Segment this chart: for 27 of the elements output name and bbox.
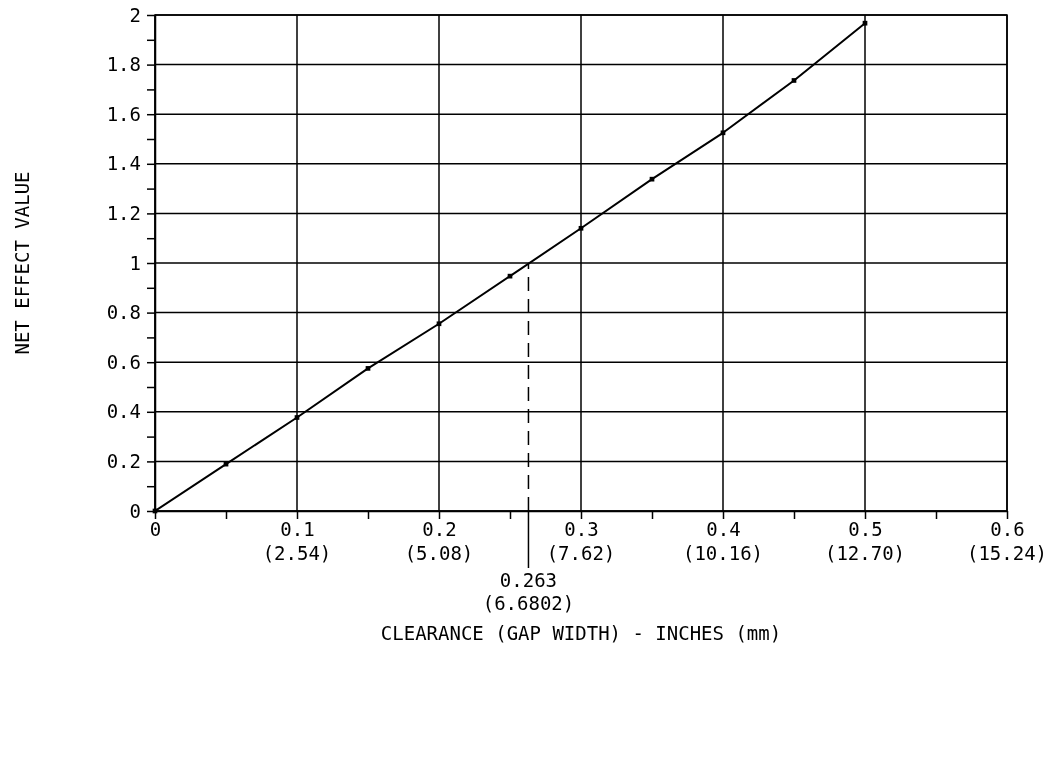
y-tick-label: 0.4 [106,400,141,423]
y-axis-title: NET EFFECT VALUE [10,171,33,355]
y-tick-label: 1.6 [106,102,141,125]
x-tick-label: 0.2 [422,518,457,541]
x-axis-title: CLEARANCE (GAP WIDTH) - INCHES (mm) [380,622,782,644]
y-tick-label: 0.6 [106,350,141,373]
y-tick-label: 0 [129,499,141,522]
x-tick-label: 0 [149,518,162,541]
y-tick-label: 1.2 [106,201,141,224]
x-tick-label: 0.5 [848,518,883,541]
y-tick-label: 0.2 [106,449,141,472]
x-tick-label: 0.1 [280,518,315,541]
x2-tick-label: (12.70) [824,542,906,565]
y-tick-label: 1 [129,251,141,274]
x2-tick-label: (7.62) [546,542,616,565]
ref-line-label: 0.263 (6.6802) [482,569,575,615]
y-tick-label: 1.4 [106,152,141,175]
x2-tick-label: (15.24) [966,542,1048,565]
x-tick-label: 0.3 [564,518,599,541]
y-tick-label: 2 [129,3,141,26]
x2-tick-label: (5.08) [404,542,474,565]
y-tick-label: 0.8 [106,301,141,324]
y-tick-label: 1.8 [106,53,141,76]
x2-tick-label: (2.54) [262,542,332,565]
x2-tick-label: (10.16) [682,542,764,565]
x-tick-label: 0.6 [990,518,1025,541]
x-tick-label: 0.4 [706,518,741,541]
